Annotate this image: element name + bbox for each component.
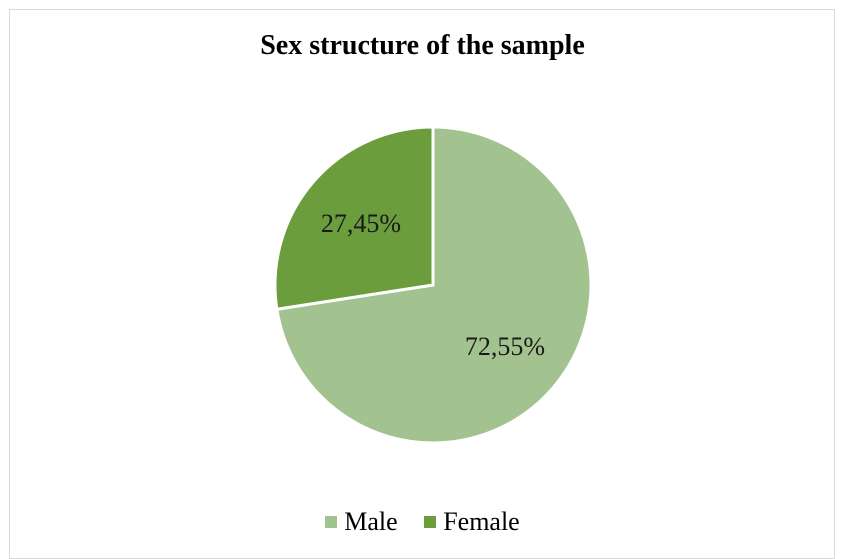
legend-label-male: Male bbox=[344, 507, 398, 536]
pie-slice-female bbox=[273, 125, 435, 311]
chart-title: Sex structure of the sample bbox=[260, 30, 585, 61]
legend-item-female: Female bbox=[424, 507, 520, 537]
legend-label-female: Female bbox=[443, 507, 520, 536]
legend-swatch-male bbox=[325, 516, 338, 528]
legend-swatch-female bbox=[424, 516, 437, 528]
data-label-male: 72,55% bbox=[465, 332, 545, 361]
data-label-female: 27,45% bbox=[321, 209, 401, 238]
legend-item-male: Male bbox=[325, 507, 398, 537]
chart-legend: Male Female bbox=[0, 505, 845, 537]
